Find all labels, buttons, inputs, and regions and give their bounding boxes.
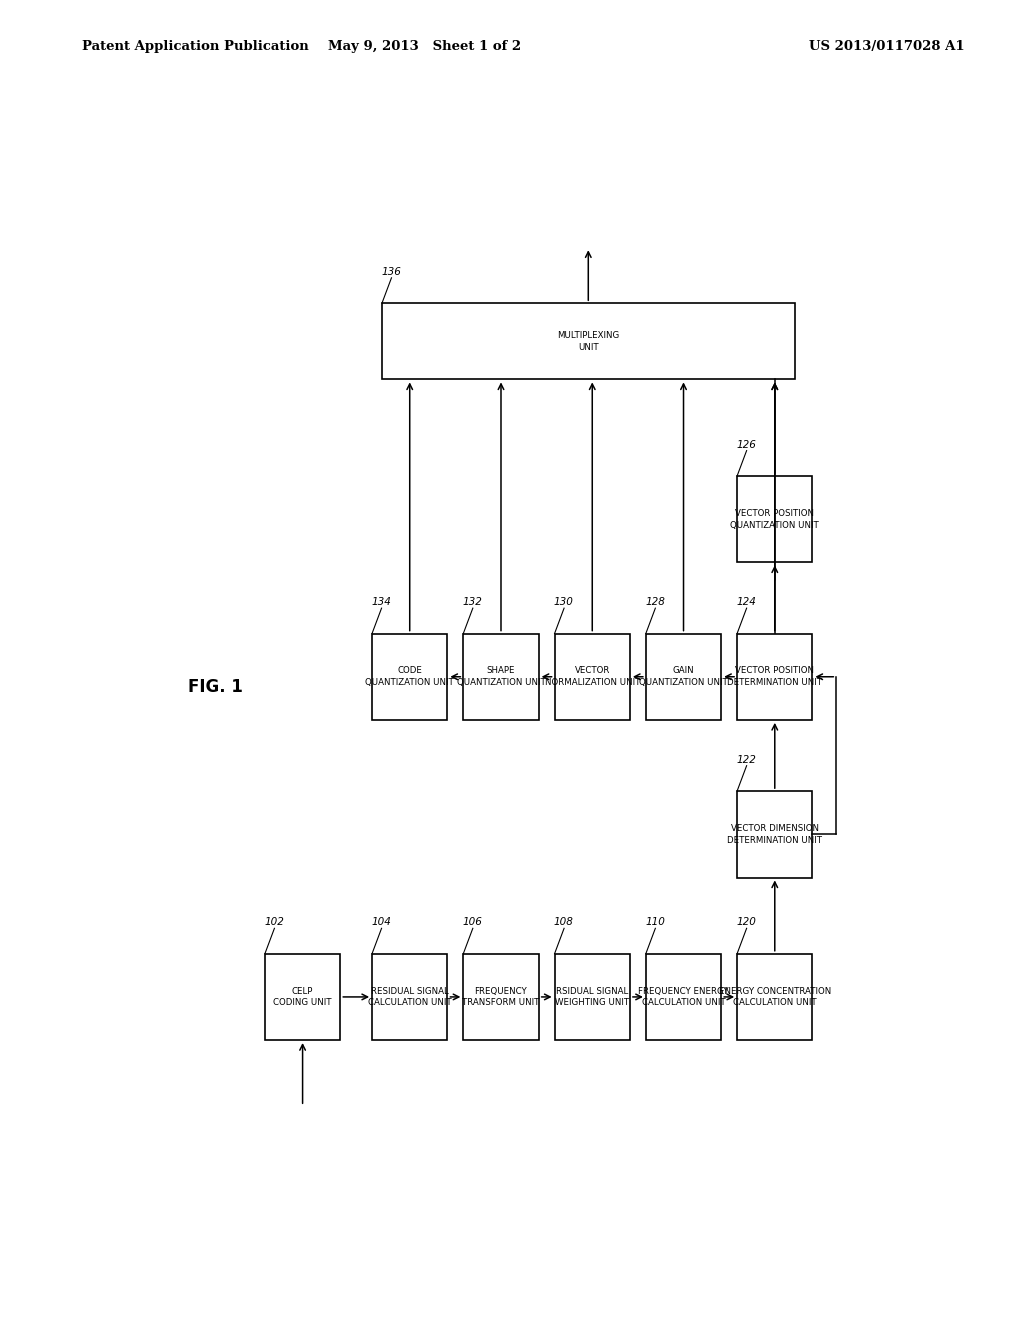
Bar (646, 954, 721, 1040)
Text: 136: 136 (381, 267, 401, 277)
Text: 110: 110 (645, 917, 665, 928)
Text: 120: 120 (736, 917, 756, 928)
Bar (555, 634, 630, 719)
Text: ENERGY CONCENTRATION
CALCULATION UNIT: ENERGY CONCENTRATION CALCULATION UNIT (719, 986, 830, 1007)
Text: 128: 128 (645, 597, 665, 607)
Text: CELP
CODING UNIT: CELP CODING UNIT (273, 986, 332, 1007)
Bar (372, 954, 447, 1040)
Text: SHAPE
QUANTIZATION UNIT: SHAPE QUANTIZATION UNIT (457, 667, 546, 688)
Bar (372, 634, 447, 719)
Bar (737, 477, 812, 562)
Text: 108: 108 (554, 917, 573, 928)
Text: 134: 134 (372, 597, 391, 607)
Bar (382, 304, 795, 379)
Text: 126: 126 (736, 440, 756, 450)
Text: FREQUENCY ENERGY
CALCULATION UNIT: FREQUENCY ENERGY CALCULATION UNIT (638, 986, 729, 1007)
Bar (463, 954, 539, 1040)
Text: US 2013/0117028 A1: US 2013/0117028 A1 (809, 40, 965, 53)
Text: CODE
QUANTIZATION UNIT: CODE QUANTIZATION UNIT (366, 667, 454, 688)
Text: MULTIPLEXING
UNIT: MULTIPLEXING UNIT (557, 331, 620, 351)
Text: 106: 106 (463, 917, 482, 928)
Bar (737, 791, 812, 878)
Text: VECTOR POSITION
QUANTIZATION UNIT: VECTOR POSITION QUANTIZATION UNIT (730, 508, 819, 529)
Text: 132: 132 (463, 597, 482, 607)
Text: GAIN
QUANTIZATION UNIT: GAIN QUANTIZATION UNIT (639, 667, 728, 688)
Text: 122: 122 (736, 755, 756, 764)
Text: VECTOR POSITION
DETERMINATION UNIT: VECTOR POSITION DETERMINATION UNIT (727, 667, 822, 688)
Text: VECTOR DIMENSION
DETERMINATION UNIT: VECTOR DIMENSION DETERMINATION UNIT (727, 824, 822, 845)
Text: 102: 102 (264, 917, 284, 928)
Text: Patent Application Publication: Patent Application Publication (82, 40, 308, 53)
Bar (555, 954, 630, 1040)
Text: 130: 130 (554, 597, 573, 607)
Text: FREQUENCY
TRANSFORM UNIT: FREQUENCY TRANSFORM UNIT (462, 986, 540, 1007)
Bar (463, 634, 539, 719)
Text: 124: 124 (736, 597, 756, 607)
Text: May 9, 2013   Sheet 1 of 2: May 9, 2013 Sheet 1 of 2 (329, 40, 521, 53)
Bar (265, 954, 340, 1040)
Text: RESIDUAL SIGNAL
CALCULATION UNIT: RESIDUAL SIGNAL CALCULATION UNIT (368, 986, 452, 1007)
Text: FIG. 1: FIG. 1 (187, 678, 243, 696)
Bar (737, 634, 812, 719)
Text: 104: 104 (372, 917, 391, 928)
Bar (646, 634, 721, 719)
Text: VECTOR
NORMALIZATION UNIT: VECTOR NORMALIZATION UNIT (545, 667, 640, 688)
Bar (737, 954, 812, 1040)
Text: RSIDUAL SIGNAL
WEIGHTING UNIT: RSIDUAL SIGNAL WEIGHTING UNIT (555, 986, 630, 1007)
